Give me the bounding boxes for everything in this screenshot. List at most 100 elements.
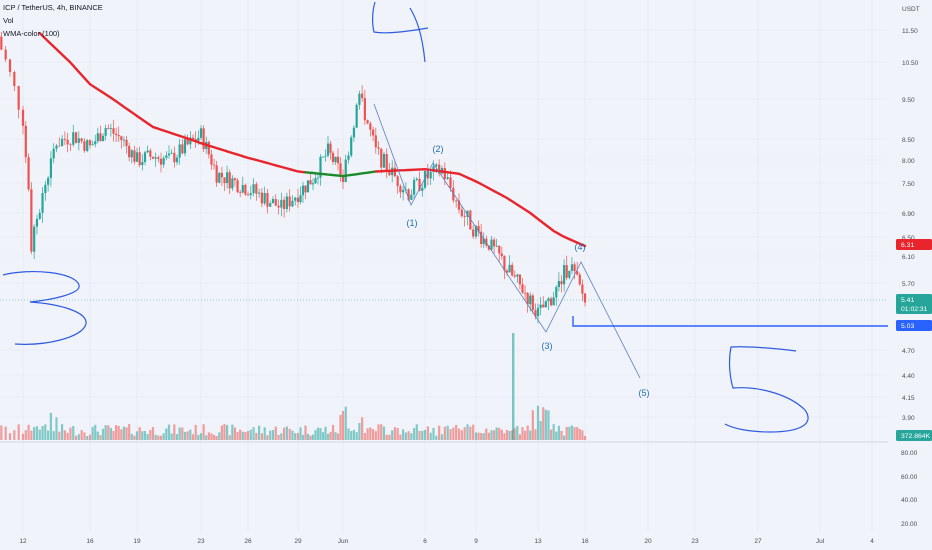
candle-body[interactable] [477,225,480,232]
candle-body[interactable] [197,137,200,142]
candle-body[interactable] [112,128,115,134]
candle-body[interactable] [52,148,55,159]
candle-body[interactable] [239,192,242,193]
candle-body[interactable] [455,200,458,202]
candle-body[interactable] [463,216,466,217]
candle-body[interactable] [146,150,149,153]
candle-body[interactable] [141,162,144,166]
candle-body[interactable] [396,176,399,187]
candle-body[interactable] [258,192,261,194]
candle-body[interactable] [165,155,168,158]
candle-body[interactable] [426,171,429,179]
candle-body[interactable] [181,144,184,154]
candle-body[interactable] [38,212,41,219]
candle-body[interactable] [60,138,64,146]
candle-body[interactable] [492,239,496,247]
candle-body[interactable] [263,192,266,204]
candle-body[interactable] [162,157,165,165]
candle-body[interactable] [99,133,102,142]
candle-body[interactable] [498,245,501,254]
candle-body[interactable] [266,192,269,207]
candle-body[interactable] [44,184,47,194]
candle-body[interactable] [329,143,332,153]
candle-body[interactable] [86,140,89,151]
candle-body[interactable] [117,135,120,137]
candle-body[interactable] [223,177,226,184]
candle-body[interactable] [199,128,203,138]
candle-body[interactable] [246,194,250,196]
candle-body[interactable] [13,71,16,87]
candle-body[interactable] [380,148,383,168]
candle-body[interactable] [173,152,176,163]
candle-body[interactable] [107,128,110,129]
candle-body[interactable] [321,156,325,158]
candle-body[interactable] [8,59,12,72]
candle-body[interactable] [531,295,534,311]
candle-body[interactable] [334,156,337,163]
candle-body[interactable] [500,253,503,256]
candle-body[interactable] [482,238,485,245]
candle-body[interactable] [399,186,402,193]
candle-body[interactable] [189,137,192,145]
candle-body[interactable] [576,271,579,275]
candle-body[interactable] [77,138,80,143]
candle-body[interactable] [143,152,147,163]
candle-body[interactable] [449,177,452,188]
candle-body[interactable] [316,177,320,179]
candle-body[interactable] [573,264,576,272]
candle-body[interactable] [101,135,105,142]
candle-body[interactable] [404,189,407,191]
candle-body[interactable] [285,196,288,209]
candle-body[interactable] [469,210,472,230]
candle-body[interactable] [183,139,187,154]
time-axis[interactable]: 12 16 19 23 26 29 Jun 6 9 13 16 20 23 27 Jul 4 [19,538,874,545]
candle-body[interactable] [244,184,247,195]
candle-body[interactable] [539,304,542,308]
candle-body[interactable] [377,147,380,149]
candle-body[interactable] [294,197,297,201]
candle-body[interactable] [186,139,189,145]
candle-body[interactable] [495,245,498,247]
candle-body[interactable] [355,104,358,128]
candle-body[interactable] [508,264,511,273]
candle-body[interactable] [309,180,312,185]
candle-body[interactable] [466,210,469,217]
candle-body[interactable] [480,231,483,245]
candle-body[interactable] [438,164,441,174]
candle-body[interactable] [361,93,364,99]
candle-body[interactable] [503,255,506,271]
candle-body[interactable] [167,153,171,156]
candle-body[interactable] [443,167,446,179]
candle-body[interactable] [526,292,529,305]
candle-body[interactable] [130,150,133,158]
candle-body[interactable] [49,158,53,178]
candle-body[interactable] [120,136,123,141]
candle-body[interactable] [228,172,231,189]
candle-body[interactable] [215,165,218,183]
candle-body[interactable] [72,132,75,145]
support-level-line[interactable] [572,316,888,327]
candle-body[interactable] [94,141,97,145]
candle-body[interactable] [472,229,475,237]
vol-indicator-label[interactable]: Vol [3,16,14,25]
candle-body[interactable] [352,127,356,138]
candle-body[interactable] [35,218,39,227]
candle-body[interactable] [410,194,413,200]
candle-body[interactable] [226,172,229,184]
candle-body[interactable] [487,245,491,250]
candle-body[interactable] [33,226,36,252]
candle-body[interactable] [288,196,291,207]
candle-body[interactable] [280,199,283,208]
candle-body[interactable] [151,156,155,159]
candle-body[interactable] [128,145,131,158]
candle-body[interactable] [175,157,179,163]
candle-body[interactable] [324,155,327,157]
candle-body[interactable] [407,189,410,200]
candle-body[interactable] [296,197,300,203]
candle-body[interactable] [159,158,163,165]
candle-body[interactable] [220,172,223,178]
candle-body[interactable] [412,180,416,195]
candle-body[interactable] [505,270,509,273]
candle-body[interactable] [319,156,322,178]
candle-body[interactable] [191,137,195,140]
